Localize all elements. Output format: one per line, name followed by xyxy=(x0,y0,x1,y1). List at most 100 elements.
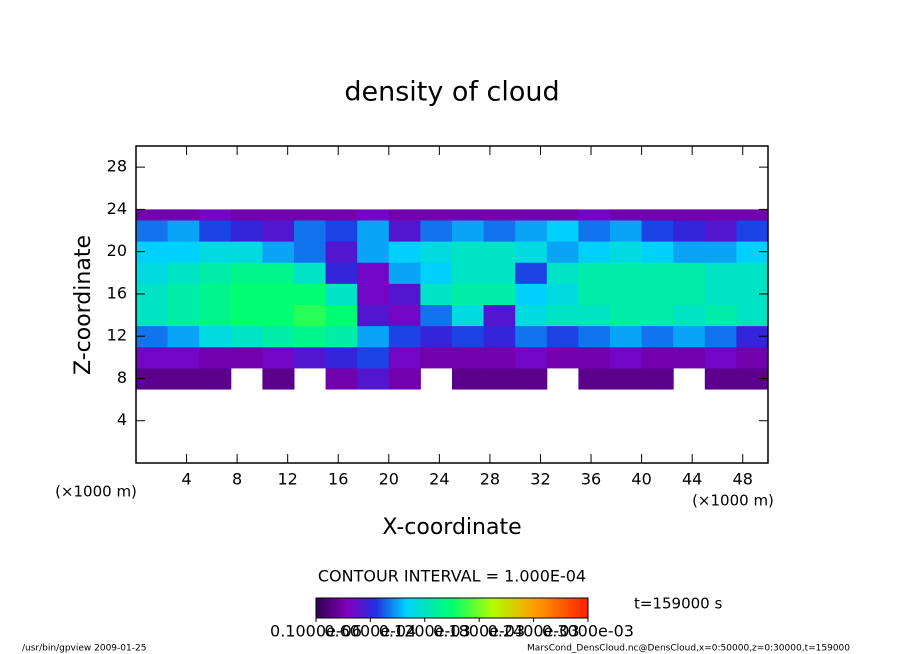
heatmap-cell xyxy=(483,209,516,221)
heatmap-cell xyxy=(736,209,769,221)
heatmap-cell xyxy=(325,262,358,284)
heatmap-cell xyxy=(420,304,453,327)
heatmap-cell xyxy=(673,262,706,284)
heatmap-cell xyxy=(420,209,453,221)
colorbar-tick-label: 0.1000e-06 xyxy=(270,622,362,641)
heatmap-cell xyxy=(673,325,706,348)
heatmap-cell xyxy=(578,283,611,305)
heatmap-cell xyxy=(199,209,232,221)
heatmap-cell xyxy=(262,262,295,284)
heatmap-cell xyxy=(515,325,548,348)
heatmap-cell xyxy=(357,209,390,221)
heatmap-cell xyxy=(704,241,737,263)
heatmap-cell xyxy=(325,367,358,390)
heatmap-cell xyxy=(262,367,295,390)
x-axis-label: X-coordinate xyxy=(382,515,521,540)
heatmap-cell xyxy=(610,219,643,242)
heatmap-cell xyxy=(167,304,200,327)
heatmap-cell xyxy=(136,241,169,263)
heatmap-cell xyxy=(136,367,169,390)
heatmap-cell xyxy=(483,325,516,348)
heatmap-cell xyxy=(262,219,295,242)
heatmap-cell xyxy=(136,304,169,327)
heatmap-cell xyxy=(546,262,579,284)
heatmap-cell xyxy=(262,304,295,327)
y-tick-label: 20 xyxy=(107,241,127,260)
heatmap-cell xyxy=(736,219,769,242)
heatmap-cell xyxy=(388,283,421,305)
heatmap-cell xyxy=(230,241,263,263)
heatmap-cell xyxy=(704,304,737,327)
x-tick-label: 8 xyxy=(232,470,242,489)
heatmap-cell xyxy=(452,325,485,348)
colorbar-tick-label: 0.1800e-03 xyxy=(433,622,525,641)
heatmap-cell xyxy=(483,241,516,263)
heatmap-cell xyxy=(262,325,295,348)
heatmap-cell xyxy=(357,241,390,263)
heatmap-cell xyxy=(357,304,390,327)
heatmap-cell xyxy=(230,304,263,327)
heatmap-cell xyxy=(483,346,516,369)
footer-left: /usr/bin/gpview 2009-01-25 xyxy=(22,644,146,654)
heatmap-cell xyxy=(515,262,548,284)
heatmap-cell xyxy=(546,283,579,305)
heatmap-cell xyxy=(199,283,232,305)
heatmap-cell xyxy=(388,262,421,284)
heatmap-cell xyxy=(641,346,674,369)
heatmap-cell xyxy=(136,325,169,348)
plot-frame xyxy=(135,145,769,464)
x-tick-label: 12 xyxy=(278,470,298,489)
heatmap-cell xyxy=(673,283,706,305)
heatmap-cell xyxy=(294,219,327,242)
heatmap-cell xyxy=(641,304,674,327)
heatmap-cell xyxy=(452,219,485,242)
heatmap-cell xyxy=(578,367,611,390)
heatmap-cell xyxy=(136,346,169,369)
y-tick-label: 28 xyxy=(107,157,127,176)
heatmap-cell xyxy=(294,325,327,348)
colorbar-tick-label: 0.1200e-03 xyxy=(379,622,471,641)
time-label: t=159000 s xyxy=(634,595,722,613)
heatmap-cell xyxy=(578,346,611,369)
heatmap-cell xyxy=(388,367,421,390)
heatmap-cell xyxy=(420,325,453,348)
heatmap-cell xyxy=(167,325,200,348)
heatmap-cell xyxy=(515,346,548,369)
heatmap-cell xyxy=(546,219,579,242)
heatmap-cell xyxy=(610,262,643,284)
heatmap-cell xyxy=(736,262,769,284)
heatmap-cell xyxy=(388,325,421,348)
y-tick-label: 24 xyxy=(107,199,127,218)
x-tick-label: 48 xyxy=(733,470,753,489)
heatmap-cell xyxy=(641,367,674,390)
heatmap-cell xyxy=(325,209,358,221)
heatmap-cell xyxy=(325,346,358,369)
heatmap-cell xyxy=(357,325,390,348)
heatmap-cell xyxy=(704,367,737,390)
heatmap-cell xyxy=(546,346,579,369)
heatmap-cell xyxy=(546,241,579,263)
heatmap-cell xyxy=(452,262,485,284)
heatmap-cell xyxy=(294,304,327,327)
heatmap-cell xyxy=(294,209,327,221)
heatmap-cell xyxy=(578,241,611,263)
heatmap-cell xyxy=(641,283,674,305)
heatmap-cell xyxy=(388,346,421,369)
heatmap-cell xyxy=(388,304,421,327)
x-tick-label: 20 xyxy=(379,470,399,489)
x-tick-label: 16 xyxy=(328,470,348,489)
heatmap-cell xyxy=(704,262,737,284)
heatmap-cell xyxy=(357,367,390,390)
heatmap-cell xyxy=(420,219,453,242)
y-tick-label: 4 xyxy=(117,410,127,429)
heatmap-cell xyxy=(736,346,769,369)
y-axis-label: Z-coordinate xyxy=(71,235,96,375)
heatmap-cell xyxy=(136,283,169,305)
heatmap-cell xyxy=(199,304,232,327)
heatmap-cell xyxy=(325,304,358,327)
heatmap-cell xyxy=(452,209,485,221)
heatmap-cell xyxy=(199,367,232,390)
heatmap-cell xyxy=(167,219,200,242)
colorbar xyxy=(315,597,589,619)
heatmap-cell xyxy=(230,325,263,348)
